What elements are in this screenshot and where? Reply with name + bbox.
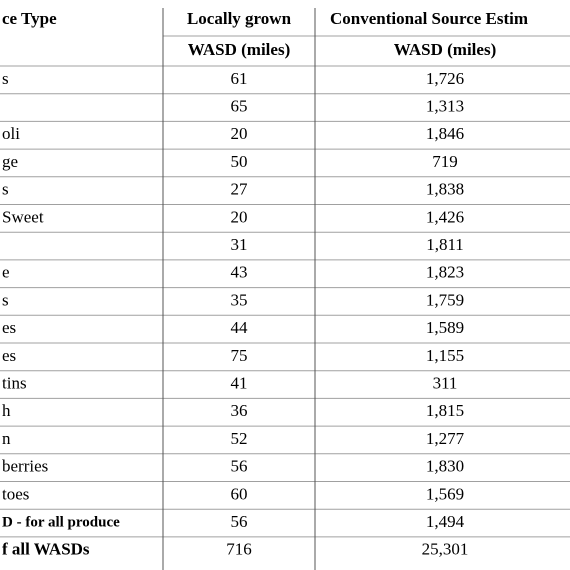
- header-cell: WASD (miles): [394, 40, 496, 59]
- cell: 65: [231, 96, 248, 115]
- cell: s: [2, 290, 9, 309]
- cell: 1,426: [426, 207, 464, 226]
- cell: 41: [231, 373, 248, 392]
- cell: 1,830: [426, 457, 464, 476]
- cell: 31: [231, 235, 248, 254]
- cell: s: [2, 180, 9, 199]
- header-cell: ce Type: [2, 9, 57, 28]
- header-cell: WASD (miles): [188, 40, 290, 59]
- cell: 25,301: [422, 540, 469, 559]
- cell: 716: [226, 540, 252, 559]
- cell: 1,277: [426, 429, 465, 448]
- cell: D - for all produce: [2, 514, 120, 530]
- cell: 1,823: [426, 263, 464, 282]
- cell: 1,759: [426, 290, 464, 309]
- cell: toes: [2, 484, 29, 503]
- cell: Sweet: [2, 207, 44, 226]
- cell: f all WASDs: [2, 540, 90, 559]
- cell: 35: [231, 290, 248, 309]
- cell: h: [2, 401, 11, 420]
- cell: ge: [2, 152, 18, 171]
- cell: tins: [2, 373, 27, 392]
- cell: s: [2, 69, 9, 88]
- cell: e: [2, 263, 10, 282]
- cell: 1,569: [426, 484, 464, 503]
- cell: 1,811: [426, 235, 464, 254]
- header-cell: Conventional Source Estim: [330, 9, 528, 28]
- cell: 36: [231, 401, 248, 420]
- cell: 27: [231, 180, 249, 199]
- cell: 1,313: [426, 96, 464, 115]
- cell: 311: [433, 373, 458, 392]
- cell: 52: [231, 429, 248, 448]
- cell: es: [2, 346, 16, 365]
- cell: 20: [231, 124, 248, 143]
- cell: 1,846: [426, 124, 464, 143]
- cell: 50: [231, 152, 248, 171]
- cell: 1,494: [426, 512, 465, 531]
- cell: 1,815: [426, 401, 464, 420]
- cell: es: [2, 318, 16, 337]
- cell: 1,155: [426, 346, 464, 365]
- cell: n: [2, 429, 11, 448]
- cell: berries: [2, 457, 48, 476]
- header-cell: Locally grown: [187, 9, 292, 28]
- cell: 1,726: [426, 69, 464, 88]
- cell: 719: [432, 152, 458, 171]
- cell: 56: [231, 512, 248, 531]
- cell: 60: [231, 484, 248, 503]
- cell: 1,589: [426, 318, 464, 337]
- cell: 1,838: [426, 180, 464, 199]
- cell: 75: [231, 346, 248, 365]
- cell: oli: [2, 124, 20, 143]
- cell: 43: [231, 263, 248, 282]
- cell: 56: [231, 457, 248, 476]
- cell: 61: [231, 69, 248, 88]
- cell: 44: [231, 318, 249, 337]
- cell: 20: [231, 207, 248, 226]
